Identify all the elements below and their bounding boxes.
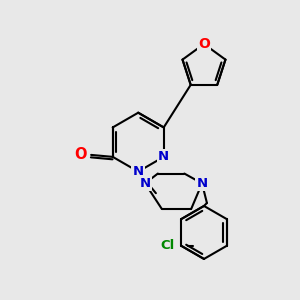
Text: Cl: Cl [160,239,174,252]
Text: N: N [158,150,169,164]
Text: N: N [196,177,208,190]
Text: O: O [198,37,210,51]
Text: O: O [75,147,87,162]
Text: N: N [140,177,151,190]
Text: N: N [133,165,144,178]
